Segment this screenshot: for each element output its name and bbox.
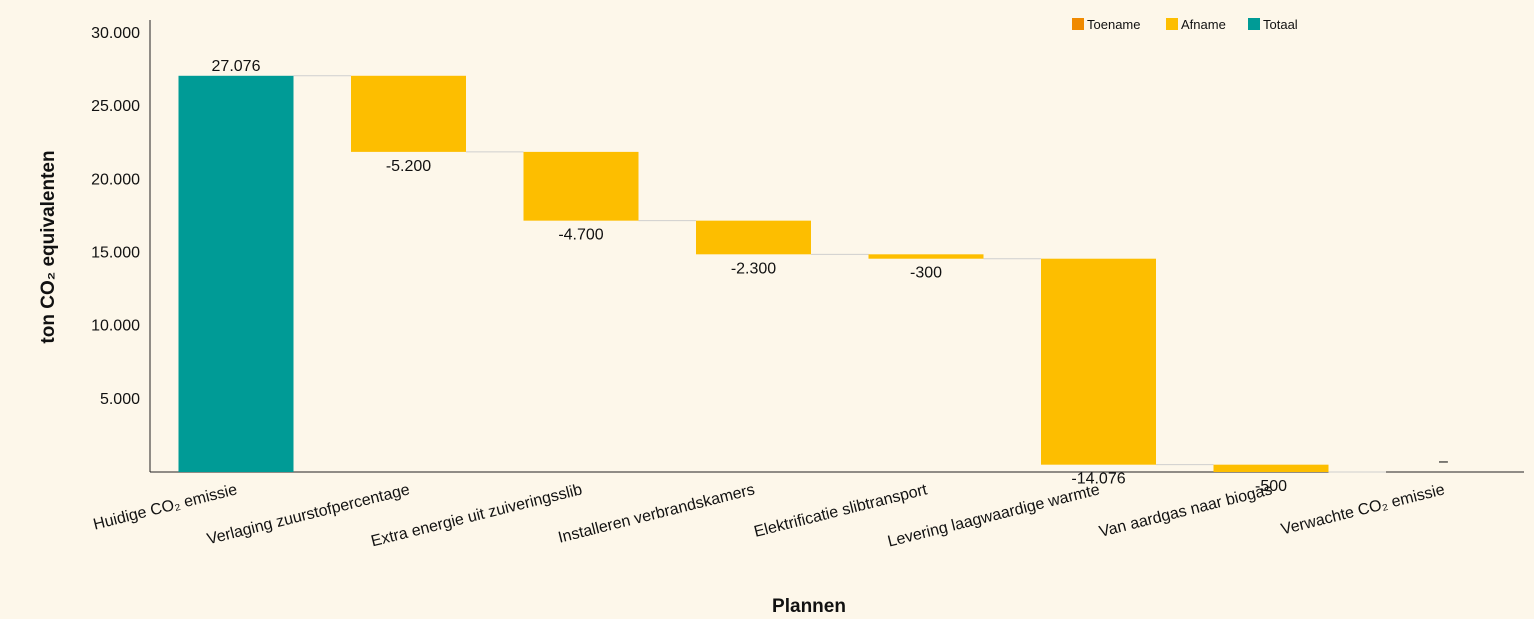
legend-label: Afname — [1181, 17, 1226, 32]
x-tick-label: Verwachte CO₂ emissie — [1279, 481, 1446, 538]
data-label: -4.700 — [558, 227, 603, 244]
bar — [1041, 258, 1156, 465]
data-label: -2.300 — [731, 260, 776, 277]
bar — [1213, 464, 1329, 472]
legend-item: Totaal — [1248, 17, 1298, 32]
y-tick-label: 10.000 — [91, 318, 140, 335]
legend-swatch — [1248, 18, 1260, 30]
y-tick-label: 15.000 — [91, 245, 140, 262]
y-tick-label: 5.000 — [100, 391, 140, 408]
bar — [868, 254, 984, 259]
data-label: -5.200 — [386, 158, 431, 175]
legend-item: Toename — [1072, 17, 1140, 32]
legend-label: Totaal — [1263, 17, 1298, 32]
bars — [178, 75, 1329, 472]
y-tick-label: 20.000 — [91, 171, 140, 188]
legend-item: Afname — [1166, 17, 1226, 32]
y-axis: 5.000 10.000 15.000 20.000 25.000 30.000 — [91, 20, 151, 472]
data-label: 27.076 — [212, 58, 261, 75]
legend-swatch — [1166, 18, 1178, 30]
data-label: – — [1439, 453, 1448, 470]
bar — [351, 75, 466, 152]
legend: Toename Afname Totaal — [1072, 17, 1298, 32]
data-labels: 27.076 -5.200 -4.700 -2.300 -300 -14.076 -500 – — [212, 58, 1449, 495]
bar — [696, 220, 811, 255]
y-tick-label: 30.000 — [91, 25, 140, 42]
data-label: -14.076 — [1071, 471, 1125, 488]
x-tick-label: Huidige CO₂ emissie — [92, 481, 239, 533]
bar — [523, 151, 639, 221]
data-label: -500 — [1255, 478, 1287, 495]
connector-lines — [293, 75, 1386, 473]
x-axis-title: Plannen — [772, 596, 846, 617]
x-tick-label: Installeren verbrandskamers — [556, 481, 756, 546]
data-label: -300 — [910, 265, 942, 282]
legend-label: Toename — [1087, 17, 1140, 32]
x-tick-label: Van aardgas naar biogas — [1098, 481, 1274, 540]
legend-swatch — [1072, 18, 1084, 30]
y-axis-title: ton CO₂ equivalenten — [38, 150, 59, 343]
bar — [178, 75, 294, 472]
y-tick-label: 25.000 — [91, 98, 140, 115]
